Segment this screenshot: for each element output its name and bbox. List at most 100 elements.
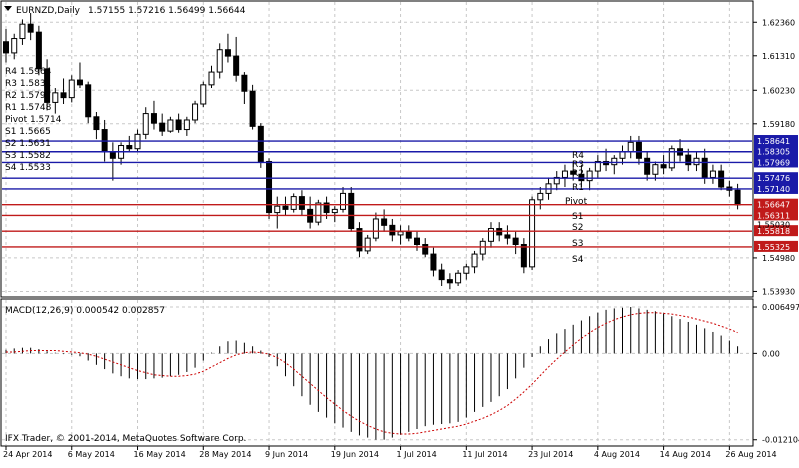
candle (68, 75, 75, 103)
old-label-r1: R1 1.5748 (5, 103, 52, 113)
candle (150, 100, 157, 130)
candle (578, 164, 585, 188)
old-label-r4: R4 1.5964 (5, 67, 52, 77)
macd-label: MACD(12,26,9) 0.000542 0.002857 (5, 306, 165, 316)
level-name-labels: R4 R3 R2 R1 Pivot S1 S2 S3 S4 (565, 151, 588, 265)
level-price-badge (754, 225, 798, 237)
level-price-badge (754, 209, 798, 221)
candle (553, 171, 560, 191)
candle-body (471, 253, 478, 268)
candle (709, 164, 716, 184)
candle (389, 218, 396, 242)
candle (611, 155, 618, 175)
candle (290, 193, 297, 213)
candle (479, 238, 486, 261)
candle-body (192, 103, 199, 121)
level-name-s3: S3 (572, 239, 583, 249)
candles (3, 13, 741, 290)
candle-body (446, 279, 453, 284)
candle-body (44, 68, 51, 103)
candle (693, 151, 700, 172)
candle-body (274, 205, 281, 214)
level-name-s4: S4 (572, 255, 584, 265)
level-price-text: 1.57969 (757, 158, 790, 167)
candle (660, 155, 667, 175)
grid (2, 2, 752, 445)
time-tick-label: 14 Aug 2014 (660, 450, 711, 459)
candle-body (644, 157, 651, 175)
level-price-text: 1.57476 (757, 174, 790, 183)
candle-body (438, 269, 445, 281)
candle-body (422, 244, 429, 255)
price-tick-label: 1.54980 (762, 254, 795, 263)
candle (175, 113, 182, 133)
candle (537, 187, 544, 210)
candle-body (594, 160, 601, 172)
time-tick-label: 28 May 2014 (199, 450, 251, 459)
price-axis: 1.62360 1.61310 1.60230 1.59180 1.54980 1.539… (753, 18, 795, 296)
price-axis-partial-label: 1.55030 (757, 220, 790, 229)
level-price-badge (754, 135, 798, 147)
candle-body (3, 41, 9, 54)
candle-body (570, 170, 577, 175)
time-tick-label: 19 Jun 2014 (331, 450, 379, 459)
symbol-dropdown-icon[interactable] (4, 6, 12, 11)
price-tick-label: 1.53930 (762, 287, 795, 296)
candle-body (282, 205, 289, 210)
level-name-s2: S2 (572, 223, 583, 233)
level-price-text: 1.57140 (757, 185, 790, 194)
candle-body (183, 119, 190, 131)
candle-body (512, 237, 519, 246)
candle-body (430, 253, 437, 271)
macd-axis: 0.006497 0.00 -0.012104 (753, 303, 799, 445)
candle (446, 273, 453, 290)
candle (668, 145, 675, 172)
candle (315, 199, 322, 226)
macd-tick-label: 0.00 (762, 349, 780, 358)
candle-body (578, 173, 585, 182)
candle (282, 196, 289, 216)
candle (76, 62, 83, 89)
old-label-r3: R3 1.5831 (5, 79, 51, 89)
candle-body (668, 148, 675, 169)
candle-body (660, 164, 667, 169)
candle-body (553, 176, 560, 185)
candle (142, 107, 149, 140)
candle (561, 164, 568, 188)
pivot-level-lines (2, 140, 752, 248)
candle (364, 234, 371, 255)
macd-panel-frame (0, 298, 754, 447)
level-name-r2: R2 (572, 169, 584, 179)
price-tick-label: 1.62360 (762, 18, 795, 27)
candle (570, 161, 577, 181)
candle-body (85, 84, 92, 118)
candle-body (241, 74, 248, 92)
candle-body (455, 272, 462, 284)
candle-body (208, 71, 215, 86)
candle-body (701, 157, 708, 178)
time-tick-label: 11 Jul 2014 (462, 450, 507, 459)
candle-body (68, 79, 75, 99)
candle (356, 222, 363, 258)
candle (594, 155, 601, 178)
macd-signal-line (6, 312, 738, 435)
candle (183, 116, 190, 136)
candle-body (619, 151, 626, 159)
candle (60, 78, 67, 105)
candle (718, 164, 725, 191)
candle (348, 187, 355, 232)
candle-body (167, 119, 174, 132)
symbol-label: EURNZD,Daily (16, 6, 81, 16)
candle (257, 123, 264, 168)
level-name-pivot: Pivot (565, 197, 588, 207)
candle (430, 247, 437, 277)
candle (35, 25, 42, 76)
level-price-text: 1.55325 (757, 243, 790, 252)
old-pivot-labels: R4 1.5964 R3 1.5831 R2 1.5797 R1 1.5748 … (5, 67, 62, 173)
candle-body (266, 160, 273, 214)
price-tick-label: 1.59180 (762, 120, 795, 129)
candle (471, 250, 478, 274)
